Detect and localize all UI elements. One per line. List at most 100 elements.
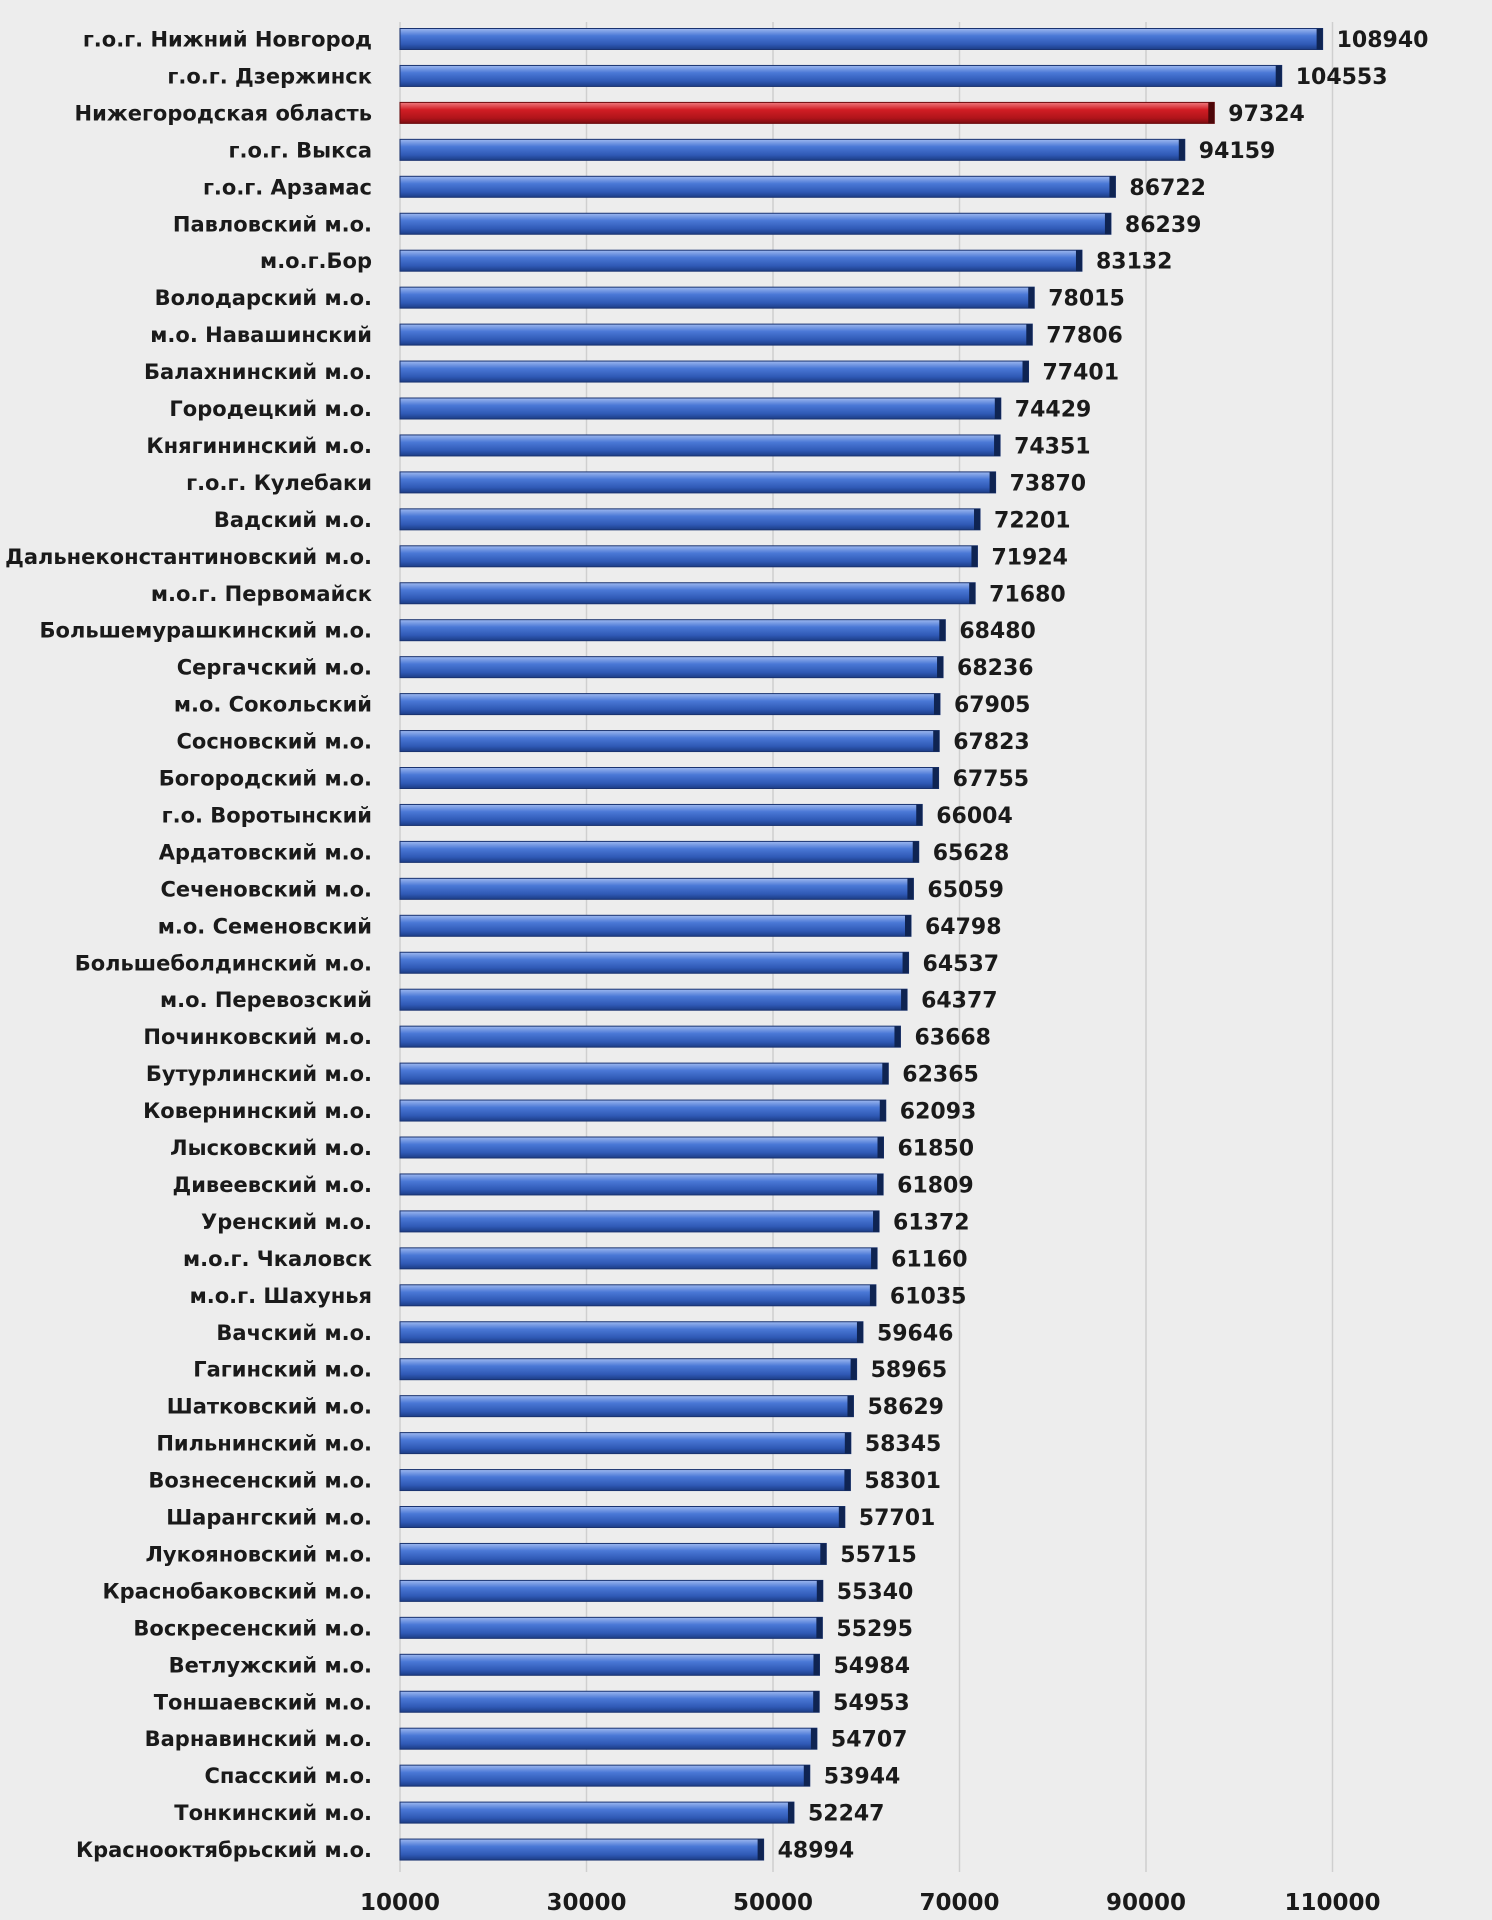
value-label: 67755: [953, 767, 1030, 792]
category-label: г.о.г. Арзамас: [203, 175, 372, 199]
bar: [399, 1321, 864, 1344]
bar: [399, 1025, 901, 1048]
bar: [399, 434, 1001, 457]
bar-end-cap: [810, 1728, 817, 1750]
category-label: Тонкинский м.о.: [174, 1801, 372, 1825]
bar: [399, 693, 941, 716]
value-label: 65059: [927, 878, 1004, 903]
value-label: 58629: [867, 1395, 944, 1420]
bar-end-cap: [916, 804, 923, 826]
value-label: 78015: [1048, 287, 1125, 312]
value-label: 68480: [959, 619, 1036, 644]
value-label: 108940: [1337, 28, 1429, 53]
bar-end-cap: [757, 1839, 764, 1861]
bar-end-cap: [894, 1026, 901, 1048]
bar: [399, 1284, 877, 1307]
bar-end-cap: [877, 1173, 884, 1195]
value-label: 97324: [1228, 102, 1305, 127]
bar-end-cap: [1208, 102, 1215, 124]
bar: [399, 988, 908, 1011]
value-label: 74351: [1014, 434, 1091, 459]
value-label: 61035: [890, 1284, 967, 1309]
x-tick-label: 30000: [546, 1890, 626, 1916]
bar-end-cap: [844, 1469, 851, 1491]
value-label: 77401: [1043, 361, 1120, 386]
bar: [399, 1173, 884, 1196]
category-label: Большеболдинский м.о.: [75, 951, 372, 975]
category-label: Вачский м.о.: [216, 1321, 372, 1345]
value-label: 55715: [840, 1543, 917, 1568]
category-label: Краснооктябрьский м.о.: [76, 1838, 372, 1862]
bar-end-cap: [813, 1691, 820, 1713]
category-label: Вознесенский м.о.: [148, 1469, 372, 1493]
value-label: 58301: [864, 1469, 941, 1494]
category-label: м.о.г. Первомайск: [151, 582, 372, 606]
category-label: м.о.г.Бор: [260, 249, 372, 273]
value-label: 61850: [898, 1137, 975, 1162]
bar: [399, 64, 1283, 87]
category-label: Шарангский м.о.: [166, 1506, 372, 1530]
category-label: Сергачский м.о.: [177, 656, 372, 680]
bar: [399, 914, 912, 937]
bar: [399, 619, 946, 642]
category-label: Дивеевский м.о.: [173, 1173, 372, 1197]
x-axis-tick-labels: 10000 30000 50000 70000 90000 110000: [360, 1890, 1381, 1916]
bar-end-cap: [816, 1580, 823, 1602]
bar-end-cap: [1275, 65, 1282, 87]
bar-end-cap: [902, 952, 909, 974]
value-label: 48994: [778, 1839, 855, 1864]
bar: [399, 1395, 854, 1418]
bar-end-cap: [1104, 213, 1111, 235]
value-label: 94159: [1199, 139, 1276, 164]
bar-end-cap: [869, 1284, 876, 1306]
bar: [399, 582, 976, 605]
bar-end-cap: [933, 693, 940, 715]
bar: [399, 212, 1112, 235]
category-label: Спасский м.о.: [204, 1764, 372, 1788]
category-label: Балахнинский м.о.: [144, 360, 372, 384]
bar: [399, 397, 1002, 420]
bar: [399, 1432, 852, 1455]
value-label: 67905: [954, 693, 1031, 718]
bar-end-cap: [1316, 28, 1323, 50]
bars: [399, 28, 1324, 1861]
bar: [399, 1838, 765, 1861]
value-label: 68236: [957, 656, 1034, 681]
category-label: Починковский м.о.: [143, 1025, 372, 1049]
bar: [399, 1247, 878, 1270]
value-labels: 108940 104553 97324 94159 86722 86239 83132 780…: [778, 28, 1429, 1864]
category-label: Гагинский м.о.: [193, 1358, 372, 1382]
bar: [399, 1358, 858, 1381]
bar-end-cap: [1028, 287, 1035, 309]
value-label: 73870: [1010, 471, 1087, 496]
category-label: г.о.г. Дзержинск: [167, 64, 372, 88]
bar-end-cap: [871, 1247, 878, 1269]
category-label: Нижегородская область: [75, 101, 372, 125]
category-label: Городецкий м.о.: [169, 397, 372, 421]
bar: [399, 508, 981, 531]
value-label: 57701: [859, 1506, 936, 1531]
x-tick-label: 70000: [919, 1890, 999, 1916]
category-label: Ардатовский м.о.: [159, 840, 372, 864]
bar: [399, 323, 1033, 346]
value-label: 64798: [925, 915, 1002, 940]
category-label: Шатковский м.о.: [167, 1395, 372, 1419]
bar: [399, 1616, 823, 1639]
bar: [399, 360, 1030, 383]
category-label: м.о. Перевозский: [160, 988, 372, 1012]
category-label: г.о.г. Выкса: [229, 138, 372, 162]
bar: [399, 1542, 827, 1565]
value-label: 61160: [891, 1247, 968, 1272]
bar: [399, 1099, 887, 1122]
bar: [399, 1506, 846, 1528]
bar-end-cap: [969, 582, 976, 604]
value-label: 62093: [900, 1100, 977, 1125]
bar: [399, 1653, 820, 1676]
category-label: Дальнеконстантиновский м.о.: [5, 545, 372, 569]
bar: [399, 1062, 889, 1085]
value-label: 86239: [1125, 213, 1202, 238]
category-label: Большемурашкинский м.о.: [40, 619, 372, 643]
category-label: Воскресенский м.о.: [133, 1616, 372, 1640]
value-label: 64537: [923, 952, 1000, 977]
value-label: 54953: [833, 1691, 910, 1716]
